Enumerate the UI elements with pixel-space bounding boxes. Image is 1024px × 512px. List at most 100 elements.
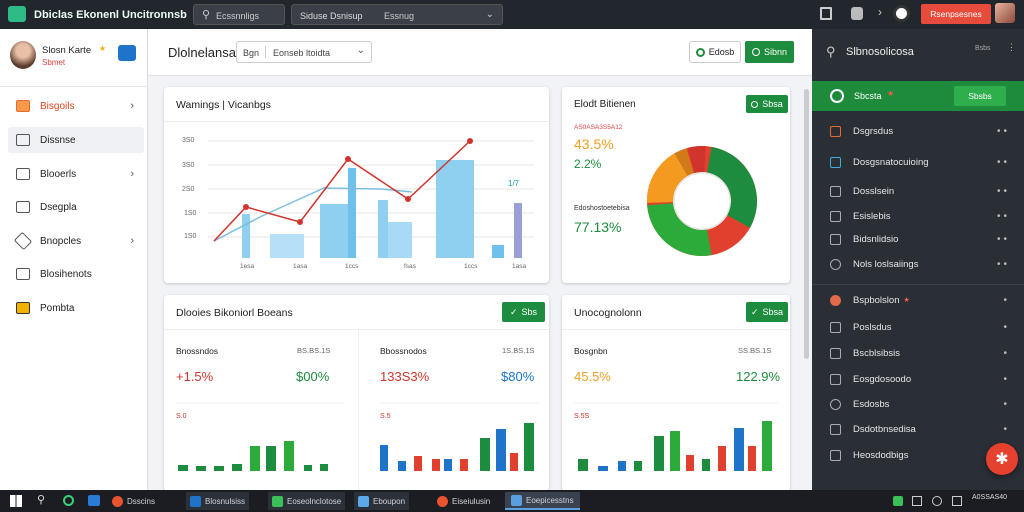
nav-item-0[interactable]: Bisgoils › — [8, 93, 144, 119]
primary-action-button[interactable]: Rsenpsesnes — [921, 4, 991, 24]
floating-action-button[interactable]: ✱ — [986, 443, 1018, 475]
bar — [378, 200, 388, 258]
active-panel-item[interactable]: Sbcsta ★ Sbsbs — [812, 81, 1024, 111]
bar — [284, 441, 294, 471]
nav-item-2[interactable]: Blooerls › — [8, 161, 144, 187]
bar — [460, 459, 468, 471]
active-item-label: Sbcsta — [854, 91, 882, 101]
panel-item[interactable]: Dosgsnatocuioing •• — [812, 151, 1024, 173]
taskbar-app-label: Dsscins — [127, 496, 156, 506]
panel-item[interactable]: Bscblsibsis • — [812, 342, 1024, 364]
dots-icon[interactable]: •• — [996, 125, 1010, 137]
panel-item[interactable]: Dosslsein •• — [812, 180, 1024, 202]
taskbar-app-label: Blosnulsiss — [205, 496, 246, 506]
panel-item[interactable]: Bidsnlidsio •• — [812, 228, 1024, 250]
mini-bar-chart — [574, 402, 778, 471]
nav-item-1[interactable]: Dissnse — [8, 127, 144, 153]
panel-group-header[interactable]: Bspbolslon ★ • — [812, 289, 1024, 311]
dots-icon[interactable]: • — [1003, 347, 1010, 359]
dots-icon[interactable]: •• — [996, 258, 1010, 270]
nav-item-6[interactable]: Pombta — [8, 295, 144, 321]
bar — [480, 438, 490, 471]
tag-icon — [13, 231, 33, 251]
dots-icon[interactable]: • — [1003, 423, 1010, 435]
user-avatar[interactable] — [10, 41, 36, 69]
stat-value: $00% — [296, 369, 330, 384]
stat-value: $80% — [501, 369, 535, 384]
panel-item-label: Poslsdus — [853, 321, 892, 333]
context-select[interactable]: Siduse Dsnisup Essnug ⌄ — [291, 4, 503, 25]
mini-bar-charts — [176, 402, 539, 471]
circle-icon — [751, 48, 760, 56]
dots-icon[interactable]: •• — [996, 233, 1010, 245]
avatar[interactable] — [995, 3, 1015, 23]
edit-button[interactable]: Edosb — [689, 41, 741, 63]
taskbar-app[interactable]: Blosnulsiss — [186, 492, 250, 510]
save-button[interactable]: Sibnn — [745, 41, 794, 63]
panel-item[interactable]: Dsgrsdus •• — [812, 120, 1024, 142]
nav-item-3[interactable]: Dsegpla — [8, 194, 144, 220]
bar — [380, 445, 388, 471]
card-action-button[interactable]: Sbsa — [746, 95, 788, 113]
puzzle-icon[interactable] — [851, 7, 863, 20]
windows-start-icon[interactable] — [10, 495, 22, 507]
panel-item[interactable]: Eosgdosoodo • — [812, 368, 1024, 390]
panel-item[interactable]: Heosdodbigs — [812, 444, 1024, 466]
panel-item[interactable]: Dsdotbnsedisa • — [812, 418, 1024, 440]
panel-item[interactable]: Nols loslsaiings •• — [812, 253, 1024, 275]
nav-item-4[interactable]: Bnopcles › — [8, 228, 144, 254]
bar — [670, 431, 680, 471]
dots-icon[interactable]: •• — [996, 210, 1010, 222]
dots-icon[interactable]: • — [1003, 398, 1010, 410]
volume-icon[interactable] — [932, 496, 942, 506]
card-action-button[interactable]: ✓ Sbs — [502, 302, 545, 322]
star-icon: ★ — [903, 297, 910, 304]
tray-icon[interactable] — [893, 496, 903, 506]
dots-icon[interactable]: •• — [996, 156, 1010, 168]
dots-icon[interactable]: • — [1003, 294, 1010, 306]
dots-icon[interactable]: •• — [996, 185, 1010, 197]
panel-item-label: Bidsnlidsio — [853, 233, 899, 245]
dots-icon[interactable]: • — [1003, 373, 1010, 385]
search-icon[interactable]: ⚲ — [826, 44, 836, 59]
card-action-button[interactable]: ✓ Sbsa — [746, 302, 788, 322]
nav-item-5[interactable]: Blosihenots — [8, 261, 144, 287]
taskbar-app[interactable]: Eboupon — [354, 492, 410, 510]
stat-value: 45.5% — [574, 369, 611, 384]
y-tick: 3S0 — [182, 137, 195, 144]
bar — [348, 168, 356, 258]
bar — [514, 203, 522, 258]
panel-item[interactable]: Esdosbs • — [812, 393, 1024, 415]
window-icon[interactable] — [88, 495, 100, 506]
menu-toggle-button[interactable] — [118, 45, 136, 61]
taskbar-clock[interactable]: A0SSAS40 — [972, 494, 1008, 501]
search-box[interactable]: ⚲ Ecssnnligs — [193, 4, 285, 25]
home-icon[interactable] — [820, 7, 832, 20]
panel-item-label: Dsdotbnsedisa — [853, 423, 916, 435]
circle-icon[interactable] — [63, 495, 74, 506]
panel-item[interactable]: Poslsdus • — [812, 316, 1024, 338]
more-icon[interactable]: ⋮ — [1007, 42, 1016, 52]
scrollbar[interactable] — [804, 89, 809, 359]
grid-icon — [830, 210, 841, 222]
taskbar-app[interactable]: Dsscins — [112, 492, 155, 510]
taskbar-app[interactable]: Eiseiulusin — [437, 492, 490, 510]
taskbar: ⚲ Dsscins Blosnulsiss Eoseolnclotose Ebo… — [0, 490, 1024, 512]
chevron-right-icon[interactable]: › — [878, 5, 882, 19]
settings-icon — [830, 258, 841, 270]
clock-icon[interactable] — [893, 5, 910, 22]
panel-item[interactable]: Esislebis •• — [812, 205, 1024, 227]
battery-icon[interactable] — [952, 496, 962, 506]
divider — [0, 86, 148, 87]
divider — [562, 329, 790, 330]
network-icon[interactable] — [912, 496, 922, 506]
taskbar-app-active[interactable]: Eoepicesstns — [505, 492, 580, 510]
donut-hole — [673, 172, 731, 230]
star-icon: ★ — [887, 89, 895, 98]
search-icon[interactable]: ⚲ — [37, 494, 46, 506]
active-item-button[interactable]: Sbsbs — [954, 86, 1006, 106]
dots-icon[interactable]: • — [1003, 321, 1010, 333]
taskbar-app[interactable]: Eoseolnclotose — [268, 492, 346, 510]
filter-select[interactable]: Bgn Eonseb ltoidta ⌄ — [236, 41, 372, 63]
axis-note: S.5S — [574, 413, 590, 420]
